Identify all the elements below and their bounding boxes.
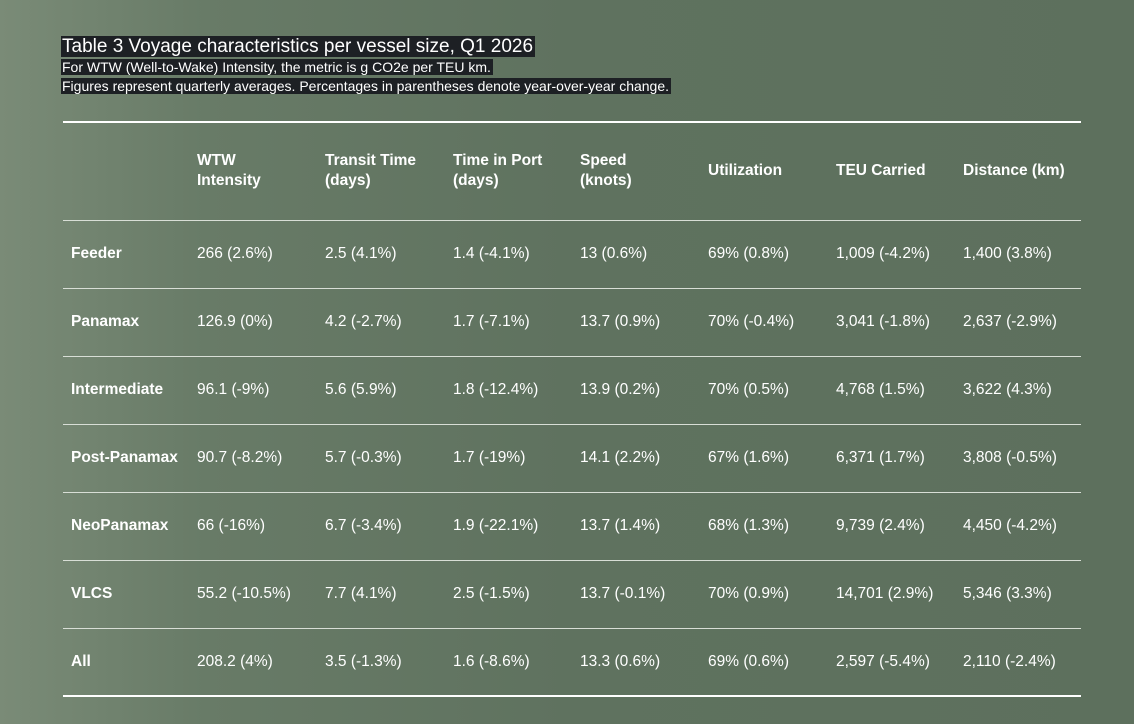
cell-utilization: 70% (0.5%)	[708, 381, 789, 398]
cell-wtw-intensity: 96.1 (-9%)	[197, 381, 270, 398]
header-teu-carried: TEU Carried	[836, 162, 926, 180]
cell-wtw-intensity: 66 (-16%)	[197, 517, 266, 534]
table-row-panamax: Panamax 126.9 (0%) 4.2 (-2.7%) 1.7 (-7.1%) 1…	[63, 288, 1081, 356]
cell-transit-time: 5.7 (-0.3%)	[325, 449, 402, 466]
cell-transit-time: 4.2 (-2.7%)	[325, 313, 402, 330]
cell-wtw-intensity: 208.2 (4%)	[197, 652, 273, 670]
cell-speed: 14.1 (2.2%)	[580, 449, 661, 466]
header-row: WTW Intensity Transit Time (days) Time in …	[63, 122, 1081, 220]
table-subtitle-line-2: Figures represent quarterly averages. Pe…	[61, 78, 672, 94]
table-subtitle-line-1: For WTW (Well-to-Wake) Intensity, the me…	[61, 59, 493, 75]
header-transit-time: Transit Time (days)	[325, 152, 417, 190]
cell-distance: 2,637 (-2.9%)	[963, 313, 1057, 330]
cell-teu-carried: 1,009 (-4.2%)	[836, 245, 930, 262]
header-speed: Speed (knots)	[580, 152, 632, 190]
table-title: Table 3 Voyage characteristics per vesse…	[61, 36, 536, 57]
cell-transit-time: 2.5 (4.1%)	[325, 245, 397, 262]
cell-distance: 3,808 (-0.5%)	[963, 449, 1057, 466]
cell-time-in-port: 1.7 (-7.1%)	[453, 313, 530, 330]
cell-distance: 1,400 (3.8%)	[963, 245, 1052, 262]
cell-speed: 13.9 (0.2%)	[580, 381, 661, 398]
cell-utilization: 68% (1.3%)	[708, 517, 789, 534]
row-label: Panamax	[71, 313, 140, 330]
cell-transit-time: 7.7 (4.1%)	[325, 585, 397, 602]
cell-time-in-port: 1.7 (-19%)	[453, 449, 526, 466]
data-table: WTW Intensity Transit Time (days) Time in …	[63, 121, 1081, 697]
table-row-feeder: Feeder 266 (2.6%) 2.5 (4.1%) 1.4 (-4.1%) 13 …	[63, 220, 1081, 288]
cell-distance: 2,110 (-2.4%)	[963, 652, 1056, 670]
table-row-intermediate: Intermediate 96.1 (-9%) 5.6 (5.9%) 1.8 (-12…	[63, 356, 1081, 424]
cell-wtw-intensity: 126.9 (0%)	[197, 313, 273, 330]
header-empty-cell	[63, 122, 189, 220]
row-label: Intermediate	[71, 381, 164, 398]
table-row-all: All 208.2 (4%) 3.5 (-1.3%) 1.6 (-8.6%) 13.3 …	[63, 628, 1081, 696]
cell-distance: 4,450 (-4.2%)	[963, 517, 1057, 534]
table-body: Feeder 266 (2.6%) 2.5 (4.1%) 1.4 (-4.1%) 13 …	[63, 220, 1081, 696]
row-label: VLCS	[71, 585, 113, 602]
cell-time-in-port: 1.8 (-12.4%)	[453, 381, 539, 398]
cell-utilization: 69% (0.8%)	[708, 245, 789, 262]
row-label: NeoPanamax	[71, 517, 169, 534]
cell-utilization: 70% (0.9%)	[708, 585, 789, 602]
header-time-in-port: Time in Port (days)	[453, 152, 543, 190]
table-caption: Table 3 Voyage characteristics per vesse…	[61, 36, 672, 96]
cell-distance: 3,622 (4.3%)	[963, 381, 1052, 398]
table-row-post-panamax: Post-Panamax 90.7 (-8.2%) 5.7 (-0.3%) 1.7 (…	[63, 424, 1081, 492]
table-row-neopanamax: NeoPanamax 66 (-16%) 6.7 (-3.4%) 1.9 (-22.1…	[63, 492, 1081, 560]
cell-time-in-port: 2.5 (-1.5%)	[453, 585, 530, 602]
cell-teu-carried: 6,371 (1.7%)	[836, 449, 925, 466]
cell-speed: 13.3 (0.6%)	[580, 652, 661, 670]
header-utilization: Utilization	[708, 162, 783, 180]
cell-teu-carried: 9,739 (2.4%)	[836, 517, 925, 534]
cell-wtw-intensity: 90.7 (-8.2%)	[197, 449, 283, 466]
cell-distance: 5,346 (3.3%)	[963, 585, 1052, 602]
cell-transit-time: 6.7 (-3.4%)	[325, 517, 402, 534]
cell-time-in-port: 1.4 (-4.1%)	[453, 245, 530, 262]
cell-utilization: 69% (0.6%)	[708, 652, 789, 670]
cell-speed: 13.7 (-0.1%)	[580, 585, 666, 602]
cell-utilization: 70% (-0.4%)	[708, 313, 795, 330]
voyage-characteristics-table: WTW Intensity Transit Time (days) Time in …	[63, 121, 1081, 697]
header-distance: Distance (km)	[963, 162, 1065, 180]
cell-teu-carried: 3,041 (-1.8%)	[836, 313, 930, 330]
cell-utilization: 67% (1.6%)	[708, 449, 789, 466]
row-label: Post-Panamax	[71, 449, 178, 466]
cell-teu-carried: 2,597 (-5.4%)	[836, 652, 930, 670]
cell-time-in-port: 1.9 (-22.1%)	[453, 517, 539, 534]
header-wtw-intensity: WTW Intensity	[197, 152, 261, 190]
row-label: All	[71, 652, 91, 670]
row-label: Feeder	[71, 245, 122, 262]
cell-wtw-intensity: 55.2 (-10.5%)	[197, 585, 291, 602]
table-row-vlcs: VLCS 55.2 (-10.5%) 7.7 (4.1%) 2.5 (-1.5%) 13…	[63, 560, 1081, 628]
cell-teu-carried: 4,768 (1.5%)	[836, 381, 925, 398]
cell-time-in-port: 1.6 (-8.6%)	[453, 652, 530, 670]
cell-wtw-intensity: 266 (2.6%)	[197, 245, 273, 262]
cell-transit-time: 3.5 (-1.3%)	[325, 652, 402, 670]
cell-teu-carried: 14,701 (2.9%)	[836, 585, 934, 602]
cell-speed: 13.7 (0.9%)	[580, 313, 661, 330]
cell-speed: 13.7 (1.4%)	[580, 517, 661, 534]
cell-transit-time: 5.6 (5.9%)	[325, 381, 397, 398]
cell-speed: 13 (0.6%)	[580, 245, 648, 262]
